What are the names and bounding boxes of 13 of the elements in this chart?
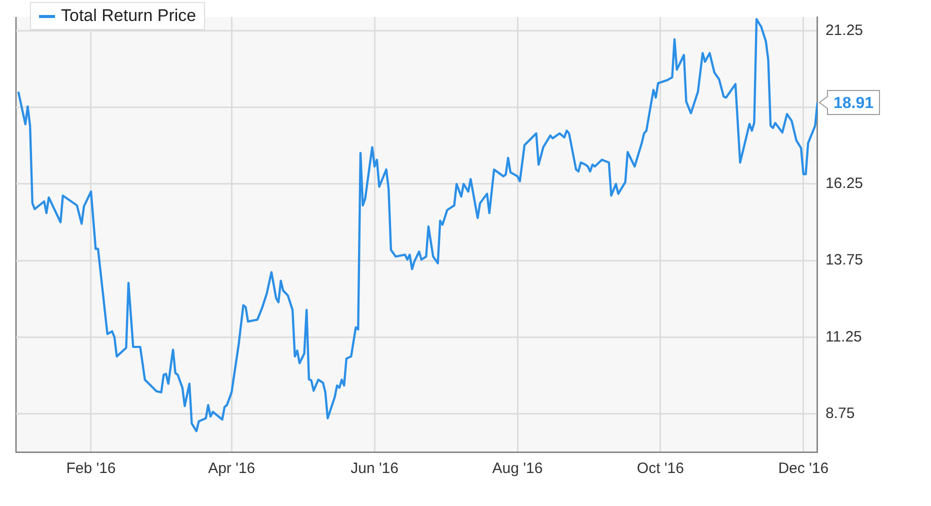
y-tick-label: 16.25 bbox=[825, 175, 864, 192]
x-tick-label: Aug '16 bbox=[492, 460, 543, 478]
annotation: 18.91 bbox=[833, 94, 874, 112]
x-tick-label: Oct '16 bbox=[636, 460, 684, 478]
y-tick-label: 21.25 bbox=[825, 22, 864, 39]
x-tick-label: Feb '16 bbox=[66, 460, 116, 478]
y-tick-label: 11.25 bbox=[825, 328, 862, 346]
x-tick-label: Jun '16 bbox=[350, 460, 399, 478]
x-tick-label: Apr '16 bbox=[208, 460, 256, 478]
x-tick-label: Dec '16 bbox=[778, 460, 829, 478]
y-tick-label: 13.75 bbox=[825, 252, 864, 269]
legend-label: Total Return Price bbox=[61, 6, 196, 26]
y-tick-label: 8.75 bbox=[825, 404, 855, 422]
